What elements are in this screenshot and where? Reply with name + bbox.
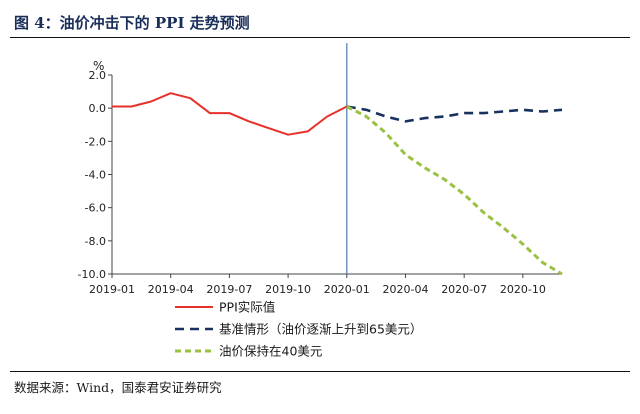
series-line-3 — [346, 105, 563, 276]
x-tick-label: 2019-07 — [206, 283, 252, 296]
x-tick-label: 2019-04 — [148, 283, 194, 296]
series-layer — [112, 92, 563, 276]
y-tick-label: -2.0 — [85, 135, 106, 148]
y-tick-label: -8.0 — [85, 235, 106, 248]
x-tick-label: 2020-04 — [382, 283, 428, 296]
x-tick-label: 2019-10 — [265, 283, 311, 296]
y-axis-unit: % — [93, 59, 104, 73]
y-tick-label: 0.0 — [89, 102, 107, 115]
series-line-2 — [346, 105, 563, 123]
legend-label-2: 基准情形（油价逐渐上升到65美元） — [219, 322, 422, 337]
x-tick-label: 2020-01 — [324, 283, 370, 296]
x-tick-label: 2020-07 — [441, 283, 487, 296]
chart-axes: 2.0 0.0 -2.0 -4.0 -6.0 -8.0 -10.0 2019-01 2019-0… — [78, 43, 562, 296]
x-tick-label: 2019-01 — [89, 283, 135, 296]
legend-label-1: PPI实际值 — [219, 300, 275, 315]
y-tick-label: -4.0 — [85, 169, 106, 182]
series-line-1 — [112, 92, 348, 136]
data-source: 数据来源：Wind，国泰君安证券研究 — [14, 380, 222, 395]
x-tick-label: 2020-10 — [500, 283, 546, 296]
source-rule — [10, 371, 630, 372]
y-tick-label: -6.0 — [85, 202, 106, 215]
y-tick-label: 2.0 — [89, 69, 107, 82]
y-tick-label: -10.0 — [78, 268, 106, 281]
legend-label-3: 油价保持在40美元 — [219, 344, 322, 359]
title-rule — [10, 37, 630, 38]
chart-title: 图 4：油价冲击下的 PPI 走势预测 — [14, 14, 250, 32]
